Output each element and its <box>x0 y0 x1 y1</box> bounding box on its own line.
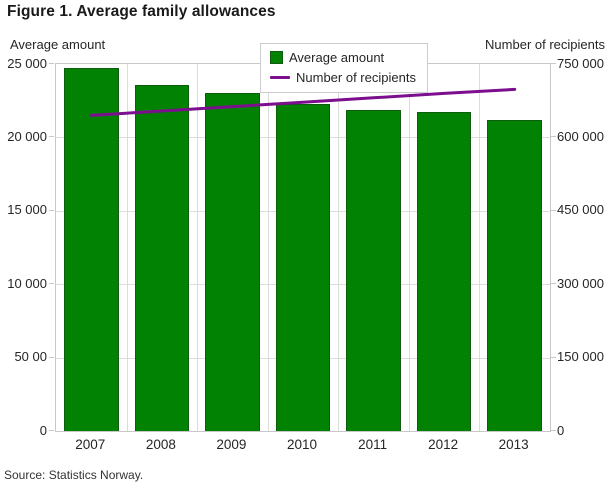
y-tickmark-right <box>551 136 556 138</box>
y-tick-label-left: 20 000 <box>7 128 47 144</box>
y-tick-label-left: 15 000 <box>7 202 47 218</box>
bar-2010 <box>275 103 331 431</box>
bar-2012 <box>416 112 472 431</box>
source-note: Source: Statistics Norway. <box>4 468 144 482</box>
plot-area <box>55 63 551 432</box>
bar-2011 <box>346 109 401 431</box>
right-axis-title: Number of recipients <box>485 37 605 52</box>
y-tick-label-left: 10 000 <box>7 275 47 291</box>
left-axis-title: Average amount <box>10 37 106 52</box>
y-tickmark-right <box>551 356 556 358</box>
vertical-gridline <box>126 64 128 431</box>
y-tickmark-left <box>49 283 54 285</box>
bar-2013 <box>487 119 542 431</box>
y-tick-label-right: 0 <box>557 422 565 438</box>
y-tickmark-left <box>49 136 54 138</box>
y-tickmark-right <box>551 63 556 64</box>
y-tick-label-right: 150 000 <box>557 349 604 365</box>
y-tick-label-left: 0 <box>39 422 47 438</box>
y-tickmark-left <box>49 430 54 431</box>
x-axis-label-2010: 2010 <box>286 437 317 452</box>
x-axis-label-2011: 2011 <box>358 437 388 452</box>
bar-2008 <box>134 84 190 431</box>
y-tickmark-left <box>49 209 54 211</box>
y-tick-label-left: 50 00 <box>14 349 47 365</box>
bar-2009 <box>205 93 260 431</box>
y-tickmark-right <box>551 283 556 285</box>
vertical-gridline <box>408 64 410 431</box>
chart-title: Figure 1. Average family allowances <box>7 3 276 20</box>
y-tick-label-right: 600 000 <box>557 128 604 144</box>
y-tick-label-left: 25 000 <box>7 55 47 71</box>
legend-label: Average amount <box>289 50 385 65</box>
y-tick-label-right: 450 000 <box>557 202 604 218</box>
y-tick-label-right: 300 000 <box>557 275 604 291</box>
x-axis-label-2008: 2008 <box>145 437 176 452</box>
bar-2007 <box>64 68 119 431</box>
recipients-line <box>89 87 517 117</box>
vertical-gridline <box>267 64 269 431</box>
y-tickmark-right <box>551 209 556 211</box>
recipients-line-swatch <box>270 76 290 79</box>
legend-item-number-of-recipients: Number of recipients <box>270 70 416 85</box>
x-axis-label-2009: 2009 <box>216 437 247 452</box>
x-axis-label-2007: 2007 <box>75 437 106 452</box>
vertical-gridline <box>338 64 340 431</box>
y-tickmark-left <box>49 356 54 358</box>
legend-item-average-amount: Average amount <box>270 50 416 65</box>
vertical-gridline <box>479 64 481 431</box>
legend-label: Number of recipients <box>296 70 416 85</box>
average-amount-swatch <box>270 51 283 64</box>
vertical-gridline <box>197 64 199 431</box>
y-tickmark-right <box>551 430 556 431</box>
y-tickmark-left <box>49 63 54 64</box>
y-tick-label-right: 750 000 <box>557 55 604 71</box>
legend: Average amount Number of recipients <box>260 43 428 93</box>
x-axis-label-2012: 2012 <box>428 437 459 452</box>
x-axis-label-2013: 2013 <box>498 437 529 452</box>
